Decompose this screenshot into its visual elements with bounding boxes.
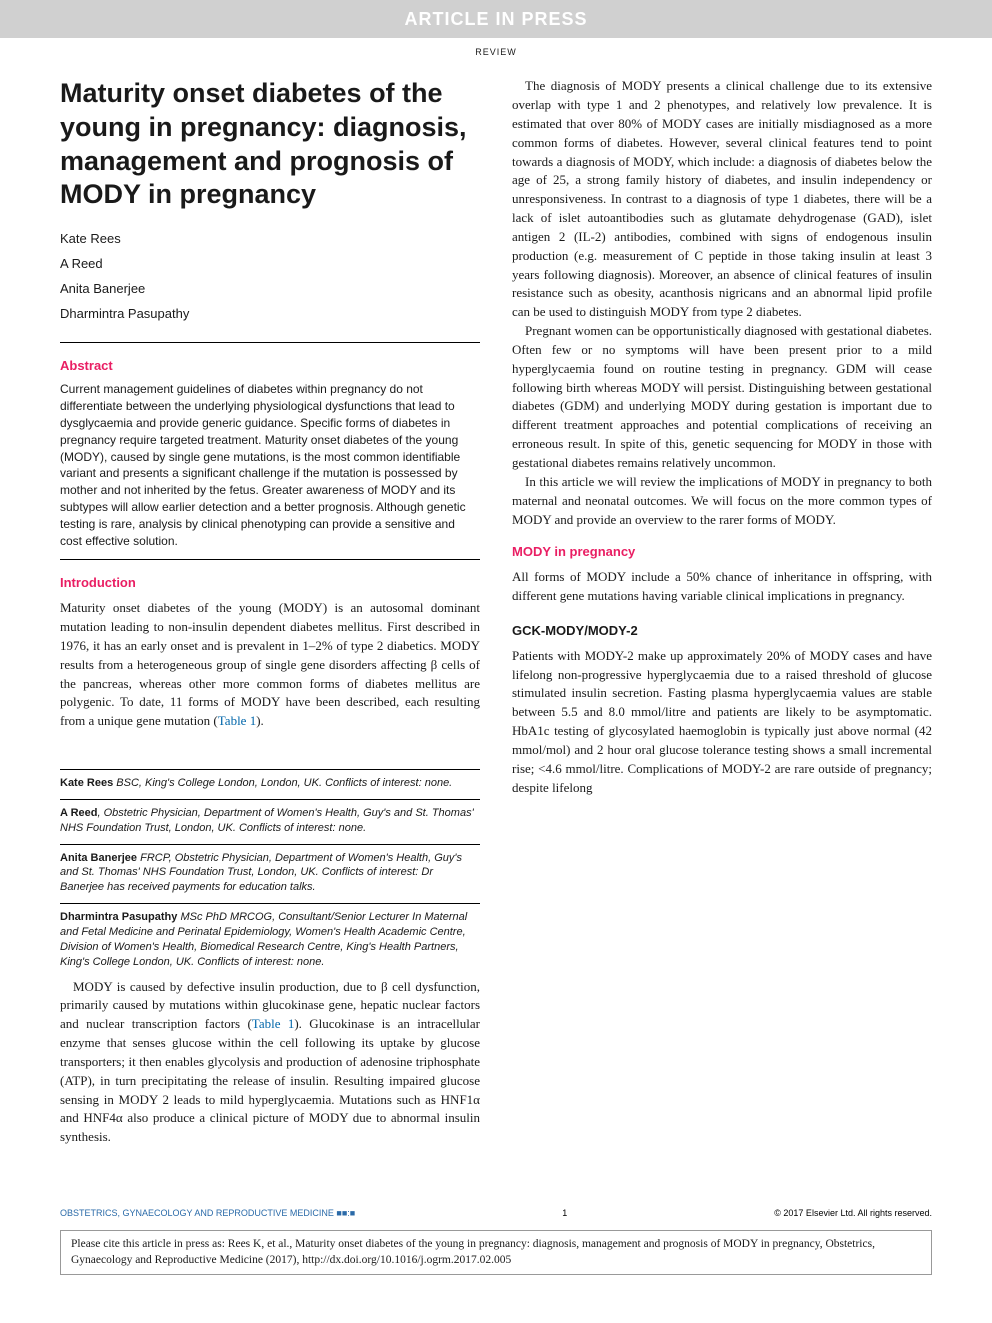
table-reference-link[interactable]: Table 1 [218, 713, 256, 728]
affil-text: , King's College London, London, UK. Con… [139, 777, 452, 789]
footer-journal: OBSTETRICS, GYNAECOLOGY AND REPRODUCTIVE… [60, 1207, 355, 1220]
body-paragraph: The diagnosis of MODY presents a clinica… [512, 77, 932, 322]
table-reference-link[interactable]: Table 1 [252, 1016, 295, 1031]
divider [60, 342, 480, 343]
divider [60, 844, 480, 845]
article-status-banner: ARTICLE IN PRESS [0, 0, 992, 38]
author-list: Kate Rees A Reed Anita Banerjee Dharmint… [60, 230, 480, 323]
affil-name: A Reed [60, 807, 98, 819]
author: Dharmintra Pasupathy [60, 305, 480, 324]
footer-copyright: © 2017 Elsevier Ltd. All rights reserved… [774, 1207, 932, 1220]
page-footer: OBSTETRICS, GYNAECOLOGY AND REPRODUCTIVE… [0, 1197, 992, 1226]
author-affiliation: Dharmintra Pasupathy MSc PhD MRCOG, Cons… [60, 910, 480, 969]
affil-cred: FRCP [140, 852, 169, 864]
gck-mody-heading: GCK-MODY/MODY-2 [512, 622, 932, 641]
affil-name: Kate Rees [60, 777, 113, 789]
body-paragraph: Pregnant women can be opportunistically … [512, 322, 932, 473]
divider [60, 799, 480, 800]
introduction-heading: Introduction [60, 574, 480, 593]
two-column-layout: Maturity onset diabetes of the young in … [60, 77, 932, 1177]
citation-box: Please cite this article in press as: Re… [60, 1230, 932, 1275]
author: Anita Banerjee [60, 280, 480, 299]
spacer [60, 731, 480, 763]
author: A Reed [60, 255, 480, 274]
divider [60, 903, 480, 904]
article-title: Maturity onset diabetes of the young in … [60, 77, 480, 212]
paragraph-text: Maturity onset diabetes of the young (MO… [60, 600, 480, 728]
author-affiliation: Anita Banerjee FRCP, Obstetric Physician… [60, 851, 480, 896]
footer-page-number: 1 [562, 1207, 567, 1220]
page-content: Maturity onset diabetes of the young in … [0, 77, 992, 1197]
body-paragraph: All forms of MODY include a 50% chance o… [512, 568, 932, 606]
paragraph-text: ). Glucokinase is an intracellular enzym… [60, 1016, 480, 1144]
body-paragraph: MODY is caused by defective insulin prod… [60, 978, 480, 1148]
affil-cred: BSC [116, 777, 139, 789]
divider [60, 559, 480, 560]
affil-cred: MSc PhD MRCOG [180, 911, 272, 923]
abstract-heading: Abstract [60, 357, 480, 376]
body-paragraph: Patients with MODY-2 make up approximate… [512, 647, 932, 798]
article-type-label: REVIEW [0, 46, 992, 59]
affil-name: Dharmintra Pasupathy [60, 911, 177, 923]
affil-text: , Obstetric Physician, Department of Wom… [60, 807, 474, 834]
mody-pregnancy-heading: MODY in pregnancy [512, 543, 932, 562]
affil-name: Anita Banerjee [60, 852, 137, 864]
body-paragraph: In this article we will review the impli… [512, 473, 932, 530]
divider [60, 769, 480, 770]
intro-paragraph: Maturity onset diabetes of the young (MO… [60, 599, 480, 731]
author-affiliation: A Reed, Obstetric Physician, Department … [60, 806, 480, 836]
author-affiliation: Kate Rees BSC, King's College London, Lo… [60, 776, 480, 791]
author: Kate Rees [60, 230, 480, 249]
paragraph-text: ). [256, 713, 264, 728]
abstract-text: Current management guidelines of diabete… [60, 381, 480, 549]
